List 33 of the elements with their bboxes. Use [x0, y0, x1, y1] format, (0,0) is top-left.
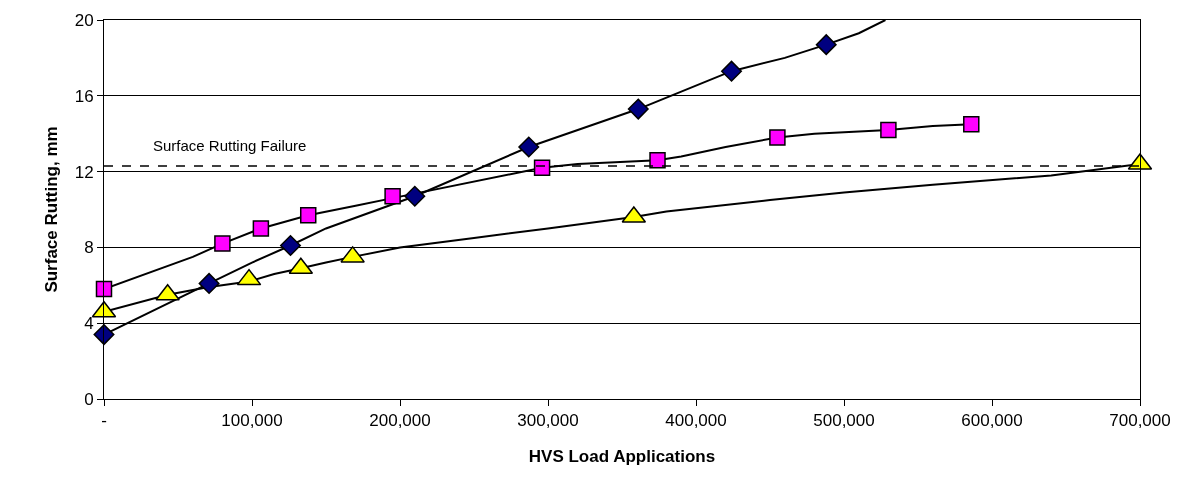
point	[963, 115, 980, 133]
y-axis-title: Surface Rutting, mm	[42, 126, 62, 293]
point	[93, 324, 115, 346]
x-axis-title: HVS Load Applications	[528, 446, 716, 466]
point	[404, 185, 426, 207]
x-tick-label: 100,000	[221, 411, 283, 431]
point	[518, 136, 540, 158]
point	[279, 235, 301, 257]
point	[769, 129, 786, 146]
ref-line-label: Surface Rutting Failure	[153, 137, 307, 154]
point	[252, 220, 270, 237]
x-tick-label: 500,000	[813, 411, 875, 431]
point	[299, 206, 317, 224]
point	[721, 60, 743, 82]
x-tick-label: 200,000	[369, 411, 431, 431]
y-tick-label: 20	[74, 10, 94, 30]
point	[214, 235, 231, 252]
y-tick-label: 12	[74, 162, 94, 182]
x-tick-label: 600,000	[961, 411, 1023, 431]
point	[880, 121, 897, 139]
x-tick-label: -	[101, 411, 107, 431]
y-tick-label: 8	[84, 238, 94, 258]
x-tick-label: 400,000	[665, 411, 727, 431]
point	[815, 34, 837, 56]
point	[627, 98, 649, 120]
y-tick-label: 16	[74, 86, 94, 106]
x-tick-label: 300,000	[517, 411, 579, 431]
point	[384, 187, 401, 205]
point	[649, 151, 666, 169]
y-tick-label: 0	[84, 389, 94, 409]
y-tick-label: 4	[84, 314, 94, 334]
point	[198, 272, 220, 294]
x-tick-label: 700,000	[1109, 411, 1171, 431]
